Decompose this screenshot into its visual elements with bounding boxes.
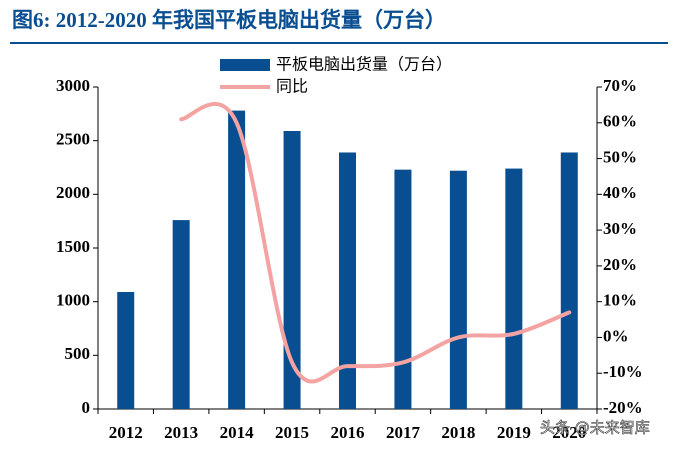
- bar: [505, 168, 523, 409]
- x-tick-label: 2013: [164, 423, 198, 442]
- x-tick-label: 2016: [331, 423, 365, 442]
- y2-tick-label: 50%: [603, 147, 637, 166]
- bar: [560, 152, 578, 409]
- y-tick-label: 1500: [56, 237, 90, 256]
- x-tick-label: 2017: [386, 423, 421, 442]
- legend-label: 同比: [276, 77, 308, 96]
- y2-tick-label: 10%: [603, 291, 637, 310]
- bar: [228, 110, 246, 409]
- bar: [172, 220, 190, 409]
- y2-tick-label: 0%: [603, 326, 629, 345]
- y-tick-label: 1000: [56, 291, 90, 310]
- y-tick-label: 3000: [56, 76, 90, 95]
- line: [179, 101, 572, 384]
- watermark: 头条 @未来智库: [540, 419, 650, 437]
- y-tick-label: 2000: [56, 183, 90, 202]
- x-tick-label: 2014: [220, 423, 255, 442]
- y2-tick-label: -20%: [603, 398, 643, 417]
- x-tick-label: 2015: [275, 423, 309, 442]
- bar: [394, 169, 412, 409]
- x-tick-label: 2020: [552, 423, 586, 442]
- x-tick-label: 2012: [109, 423, 143, 442]
- bar: [339, 152, 356, 409]
- y2-tick-label: 40%: [603, 183, 637, 202]
- legend-label: 平板电脑出货量（万台）: [276, 55, 452, 74]
- y2-tick-label: 60%: [603, 112, 637, 131]
- legend-swatch: [220, 59, 270, 71]
- bar: [449, 170, 467, 409]
- chart-title: 图6: 2012-2020 年我国平板电脑出货量（万台）: [12, 8, 446, 32]
- bar: [283, 131, 301, 410]
- y-tick-label: 0: [82, 398, 91, 417]
- y-tick-label: 500: [65, 344, 91, 363]
- y2-tick-label: 30%: [603, 219, 637, 238]
- y2-tick-label: 70%: [603, 76, 637, 95]
- x-tick-label: 2019: [497, 423, 531, 442]
- bar: [117, 292, 135, 409]
- y2-tick-label: 20%: [603, 255, 637, 274]
- y2-tick-label: -10%: [603, 362, 643, 381]
- x-tick-label: 2018: [441, 423, 475, 442]
- y-tick-label: 2500: [56, 130, 90, 149]
